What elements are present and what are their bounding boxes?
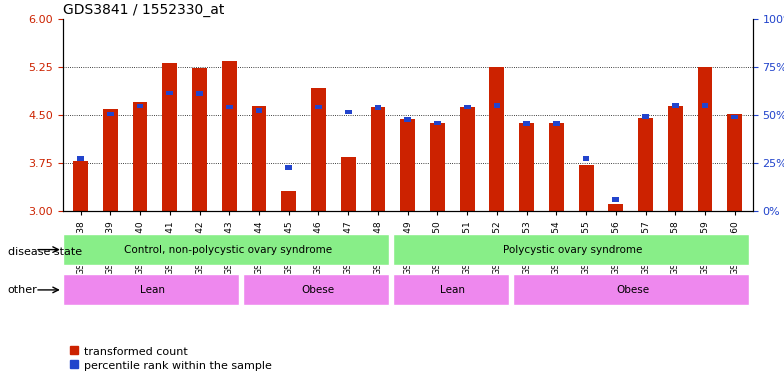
Text: Lean: Lean xyxy=(140,285,165,295)
Bar xyxy=(375,105,381,110)
Bar xyxy=(612,197,619,202)
Bar xyxy=(668,106,683,211)
Bar xyxy=(103,109,118,211)
Legend: transformed count, percentile rank within the sample: transformed count, percentile rank withi… xyxy=(68,346,272,371)
Bar xyxy=(311,88,326,211)
Bar xyxy=(731,115,739,119)
Text: Control, non-polycystic ovary syndrome: Control, non-polycystic ovary syndrome xyxy=(124,245,332,255)
FancyBboxPatch shape xyxy=(393,274,510,306)
Bar xyxy=(371,107,386,211)
Bar xyxy=(430,123,445,211)
Bar xyxy=(405,118,411,122)
Bar xyxy=(494,103,500,108)
Bar xyxy=(166,91,173,95)
FancyBboxPatch shape xyxy=(513,274,750,306)
Bar xyxy=(608,204,623,211)
FancyBboxPatch shape xyxy=(63,234,389,265)
Bar xyxy=(107,112,114,116)
Text: Lean: Lean xyxy=(440,285,465,295)
Bar xyxy=(162,63,177,211)
Bar xyxy=(523,121,530,126)
Bar xyxy=(192,68,207,211)
Bar xyxy=(315,105,321,109)
Text: GDS3841 / 1552330_at: GDS3841 / 1552330_at xyxy=(63,3,224,17)
Text: Obese: Obese xyxy=(616,285,649,295)
Bar xyxy=(434,121,441,125)
Bar xyxy=(196,91,203,96)
Bar xyxy=(285,166,292,170)
Bar xyxy=(222,61,237,211)
Bar xyxy=(519,123,534,211)
FancyBboxPatch shape xyxy=(393,234,750,265)
Text: Polycystic ovary syndrome: Polycystic ovary syndrome xyxy=(503,245,642,255)
Bar xyxy=(702,103,709,108)
Bar xyxy=(345,110,351,114)
Bar xyxy=(728,114,742,211)
Bar xyxy=(464,105,470,109)
Text: Obese: Obese xyxy=(301,285,334,295)
Bar xyxy=(672,103,679,108)
Bar xyxy=(459,107,474,211)
Bar xyxy=(73,161,88,211)
Bar xyxy=(549,123,564,211)
Bar xyxy=(553,121,560,126)
FancyBboxPatch shape xyxy=(63,274,239,306)
Text: disease state: disease state xyxy=(8,247,82,257)
Bar xyxy=(642,114,649,119)
Bar xyxy=(281,191,296,211)
Bar xyxy=(136,104,143,109)
Bar xyxy=(583,157,590,161)
Bar xyxy=(252,106,267,211)
FancyBboxPatch shape xyxy=(243,274,389,306)
Bar xyxy=(698,67,713,211)
Bar xyxy=(132,103,147,211)
Bar xyxy=(638,118,653,211)
Bar xyxy=(77,157,84,161)
Bar xyxy=(256,109,263,113)
Bar xyxy=(341,157,356,211)
Bar xyxy=(401,119,415,211)
Text: other: other xyxy=(8,285,38,295)
Bar xyxy=(489,67,504,211)
Bar xyxy=(226,105,233,109)
Bar xyxy=(579,165,593,211)
